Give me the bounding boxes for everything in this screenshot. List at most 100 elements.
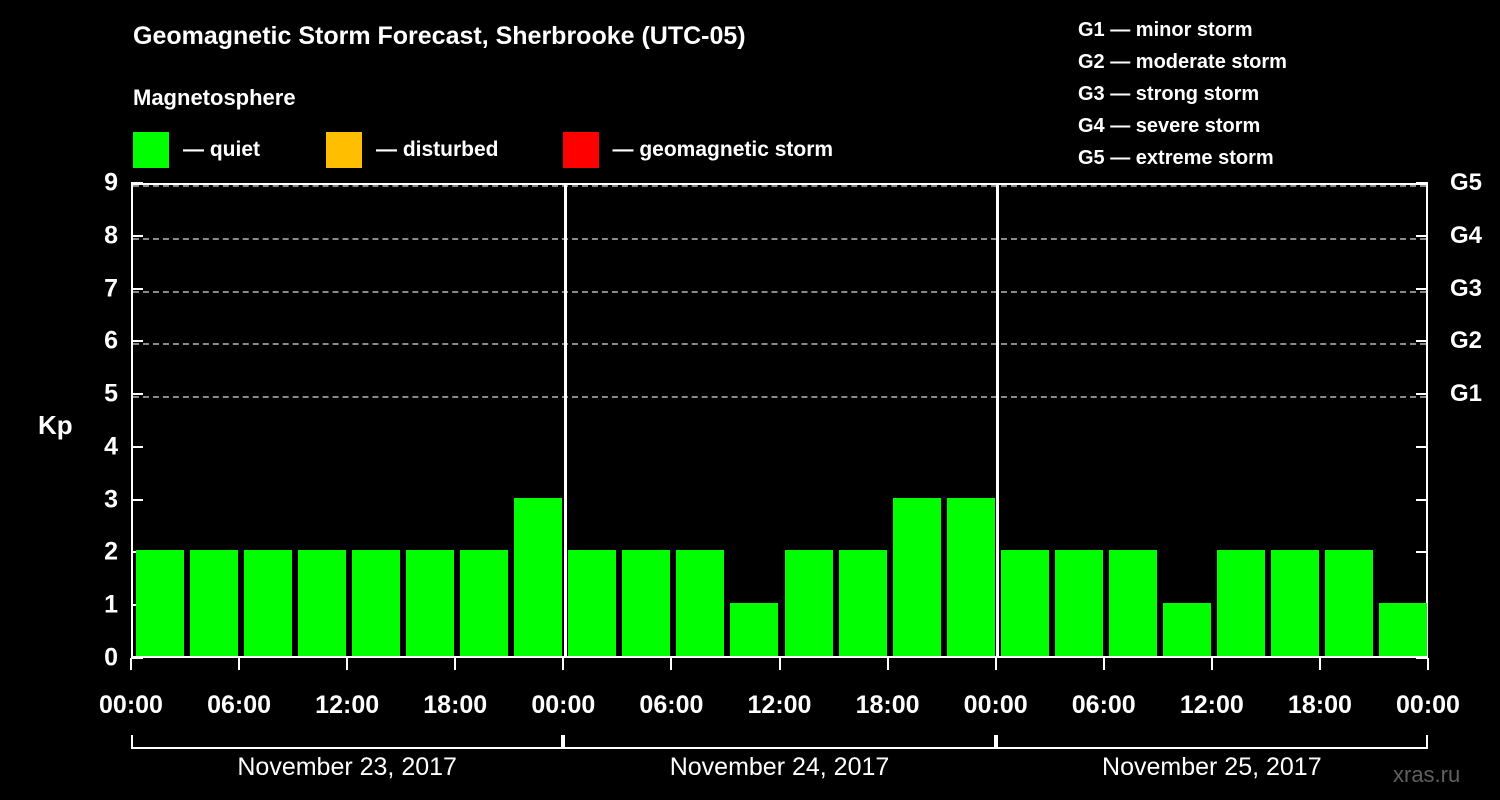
bar: [622, 550, 671, 656]
gridline-kp-9: [133, 185, 1426, 187]
g-scale-row-g4: G4 — severe storm: [1078, 115, 1261, 137]
y-tick-label-4: 4: [104, 432, 118, 461]
bar: [838, 550, 887, 656]
y-tick-label-3: 3: [104, 485, 118, 514]
bar: [136, 550, 185, 656]
gridline-kp-5: [133, 396, 1426, 399]
gridline-kp-8: [133, 237, 1426, 240]
bar: [892, 497, 941, 656]
x-tick-label: 18:00: [855, 691, 920, 719]
y-tick-mark-0: [131, 657, 143, 659]
bar: [946, 497, 995, 656]
bar: [514, 497, 563, 656]
legend-item-quiet: — quiet: [133, 132, 260, 168]
bar: [298, 550, 347, 656]
date-label: November 23, 2017: [237, 753, 457, 781]
date-label: November 24, 2017: [669, 753, 890, 781]
y-tick-label-9: 9: [104, 168, 118, 197]
x-tick-label: 06:00: [639, 691, 704, 719]
g-axis-minor-mark-3: [1416, 498, 1428, 501]
bar-series: [133, 185, 1427, 656]
bar: [1216, 550, 1265, 656]
x-tick-mark: [994, 658, 997, 670]
g-tick-label-g5: G5: [1450, 169, 1483, 196]
bar: [406, 550, 455, 656]
x-tick-label: 06:00: [1071, 691, 1136, 719]
watermark: xras.ru: [1393, 762, 1461, 787]
x-tick-label: 06:00: [207, 691, 272, 719]
g-scale-row-g2: G2 — moderate storm: [1078, 51, 1287, 73]
legend-item-disturbed: — disturbed: [326, 132, 499, 168]
legend-item-geomagnetic-storm: — geomagnetic storm: [562, 132, 834, 168]
x-tick-label: 12:00: [747, 691, 812, 719]
y-tick-mark-7: [131, 287, 143, 290]
date-bracket: [131, 735, 564, 749]
x-tick-label: 00:00: [531, 691, 596, 719]
y-axis-title: Kp: [38, 410, 73, 440]
g-tick-mark-g4: [1416, 234, 1428, 237]
x-tick-mark: [778, 658, 781, 670]
g-tick-mark-g3: [1416, 287, 1428, 290]
g-tick-label-g4: G4: [1450, 221, 1483, 249]
x-tick-mark: [562, 658, 565, 670]
y-tick-label-6: 6: [104, 326, 118, 355]
bar: [730, 603, 779, 656]
bar: [190, 550, 239, 656]
date-brackets: [131, 735, 1428, 749]
g-tick-label-g2: G2: [1450, 327, 1483, 355]
g-axis-minor-mark-2: [1416, 551, 1428, 554]
x-tick-mark: [1102, 658, 1105, 670]
legend-swatch-disturbed: [326, 132, 362, 168]
bar: [1054, 550, 1103, 656]
gridline-kp-7: [133, 290, 1426, 293]
date-label: November 25, 2017: [1102, 753, 1322, 781]
bar: [676, 550, 725, 656]
bar: [1000, 550, 1049, 656]
legend-label-disturbed: — disturbed: [376, 138, 499, 161]
g-scale-row-g1: G1 — minor storm: [1078, 19, 1253, 41]
y-tick-label-1: 1: [104, 590, 118, 619]
x-tick-mark: [1318, 658, 1321, 670]
date-bracket: [995, 735, 1428, 749]
x-tick-mark: [454, 658, 457, 670]
page-title: Geomagnetic Storm Forecast, Sherbrooke (…: [133, 22, 746, 50]
x-tick-mark: [238, 658, 241, 670]
day-divider: [996, 185, 1000, 656]
legend-swatch-geomagnetic-storm: [562, 132, 599, 168]
x-tick-mark: [346, 658, 349, 670]
g-tick-label-g3: G3: [1450, 274, 1483, 302]
plot-area: [131, 183, 1428, 658]
y-axis-ticks: 0 1 2 3 4 5 6 7 8 9: [84, 169, 118, 672]
y-tick-label-5: 5: [104, 379, 118, 408]
magnetosphere-legend: — quiet — disturbed — geomagnetic storm: [133, 131, 833, 169]
legend-swatch-quiet: [133, 132, 169, 168]
y-tick-label-8: 8: [104, 221, 118, 250]
legend-label-quiet: — quiet: [183, 138, 260, 161]
g-scale-row-g5: G5 — extreme storm: [1078, 147, 1274, 169]
chart-subtitle: Magnetosphere: [133, 85, 296, 110]
bar: [244, 550, 293, 656]
x-tick-label: 12:00: [315, 691, 380, 719]
y-tick-mark-8: [131, 234, 143, 237]
bar: [784, 550, 833, 656]
bar: [1108, 550, 1157, 656]
g-scale-legend: G1 — minor storm G2 — moderate storm G3 …: [1078, 14, 1287, 174]
g-tick-label-g1: G1: [1450, 380, 1483, 408]
x-tick-label: 12:00: [1179, 691, 1244, 719]
g-scale-row-g3: G3 — strong storm: [1078, 83, 1260, 105]
legend-label-geomagnetic-storm: — geomagnetic storm: [612, 138, 834, 161]
y-tick-mark-5: [131, 393, 143, 396]
bar: [352, 550, 401, 656]
bar: [1378, 603, 1427, 656]
y-tick-mark-6: [131, 340, 143, 343]
x-tick-mark: [130, 658, 132, 670]
gridline-kp-6: [133, 343, 1426, 346]
y-tick-label-7: 7: [104, 274, 118, 303]
day-divider: [563, 185, 567, 656]
x-tick-label: 18:00: [423, 691, 488, 719]
g-axis-minor-mark-4: [1416, 445, 1428, 448]
x-tick-mark: [1427, 658, 1429, 670]
g-tick-mark-g2: [1416, 340, 1428, 343]
bar: [1324, 550, 1373, 656]
bar: [568, 550, 617, 656]
